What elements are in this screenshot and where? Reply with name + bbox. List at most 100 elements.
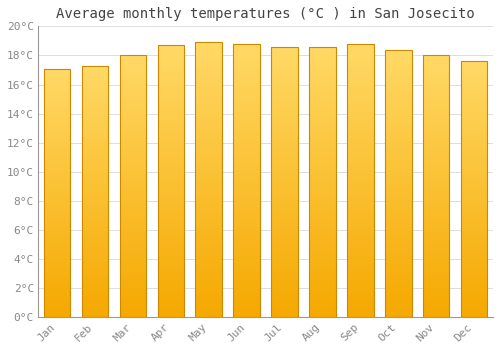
Bar bbox=[347, 136, 374, 140]
Bar bbox=[309, 314, 336, 317]
Bar bbox=[272, 273, 298, 277]
Bar bbox=[309, 60, 336, 64]
Bar bbox=[158, 270, 184, 273]
Bar bbox=[196, 238, 222, 242]
Bar bbox=[423, 91, 450, 95]
Bar bbox=[120, 173, 146, 177]
Bar bbox=[272, 253, 298, 257]
Bar bbox=[82, 223, 108, 226]
Bar bbox=[423, 216, 450, 219]
Bar bbox=[423, 62, 450, 65]
Bar bbox=[423, 85, 450, 88]
Bar bbox=[120, 291, 146, 295]
Bar bbox=[423, 301, 450, 304]
Bar bbox=[158, 260, 184, 263]
Bar bbox=[158, 90, 184, 93]
Bar bbox=[120, 55, 146, 59]
Bar bbox=[120, 160, 146, 163]
Bar bbox=[82, 176, 108, 179]
Bar bbox=[347, 54, 374, 57]
Bar bbox=[158, 284, 184, 287]
Bar bbox=[423, 108, 450, 111]
Bar bbox=[120, 177, 146, 180]
Bar bbox=[82, 166, 108, 169]
Bar bbox=[196, 52, 222, 56]
Bar bbox=[82, 182, 108, 185]
Bar bbox=[158, 215, 184, 219]
Bar bbox=[158, 297, 184, 301]
Bar bbox=[196, 314, 222, 317]
Bar bbox=[309, 118, 336, 121]
Bar bbox=[423, 223, 450, 226]
Bar bbox=[347, 85, 374, 88]
Bar bbox=[82, 258, 108, 261]
Bar bbox=[309, 121, 336, 125]
Bar bbox=[309, 223, 336, 226]
Bar bbox=[196, 214, 222, 218]
Bar bbox=[423, 236, 450, 239]
Bar bbox=[309, 57, 336, 60]
Bar bbox=[347, 259, 374, 263]
Bar bbox=[272, 209, 298, 212]
Bar bbox=[461, 132, 487, 135]
Bar bbox=[309, 192, 336, 196]
Bar bbox=[385, 120, 411, 123]
Bar bbox=[309, 152, 336, 155]
Bar bbox=[234, 211, 260, 215]
Bar bbox=[347, 68, 374, 71]
Bar bbox=[44, 106, 70, 109]
Bar bbox=[385, 298, 411, 301]
Bar bbox=[82, 94, 108, 97]
Bar bbox=[120, 262, 146, 265]
Bar bbox=[158, 110, 184, 113]
Bar bbox=[234, 143, 260, 146]
Bar bbox=[423, 114, 450, 118]
Bar bbox=[158, 72, 184, 76]
Bar bbox=[347, 311, 374, 314]
Bar bbox=[347, 98, 374, 102]
Bar bbox=[44, 146, 70, 149]
Bar bbox=[82, 128, 108, 132]
Bar bbox=[385, 123, 411, 127]
Bar bbox=[272, 87, 298, 91]
Bar bbox=[309, 54, 336, 57]
Bar bbox=[385, 291, 411, 294]
Bar bbox=[120, 65, 146, 69]
Bar bbox=[385, 50, 411, 317]
Bar bbox=[234, 122, 260, 126]
Bar bbox=[82, 311, 108, 314]
Bar bbox=[196, 287, 222, 290]
Bar bbox=[461, 103, 487, 106]
Bar bbox=[309, 67, 336, 70]
Bar bbox=[309, 233, 336, 236]
Bar bbox=[234, 188, 260, 191]
Bar bbox=[44, 128, 70, 131]
Bar bbox=[309, 165, 336, 169]
Bar bbox=[196, 159, 222, 163]
Bar bbox=[82, 261, 108, 264]
Bar bbox=[120, 85, 146, 88]
Bar bbox=[272, 111, 298, 114]
Bar bbox=[44, 233, 70, 237]
Bar bbox=[158, 266, 184, 270]
Bar bbox=[461, 202, 487, 205]
Bar bbox=[44, 243, 70, 246]
Bar bbox=[385, 130, 411, 133]
Bar bbox=[82, 267, 108, 270]
Bar bbox=[423, 118, 450, 121]
Bar bbox=[423, 98, 450, 101]
Bar bbox=[272, 179, 298, 182]
Bar bbox=[385, 230, 411, 234]
Bar bbox=[309, 84, 336, 87]
Bar bbox=[234, 95, 260, 98]
Bar bbox=[385, 180, 411, 183]
Bar bbox=[158, 106, 184, 110]
Bar bbox=[120, 183, 146, 187]
Bar bbox=[82, 289, 108, 292]
Bar bbox=[158, 188, 184, 191]
Bar bbox=[196, 180, 222, 183]
Bar bbox=[385, 240, 411, 244]
Bar bbox=[120, 245, 146, 249]
Bar bbox=[158, 171, 184, 175]
Bar bbox=[347, 252, 374, 256]
